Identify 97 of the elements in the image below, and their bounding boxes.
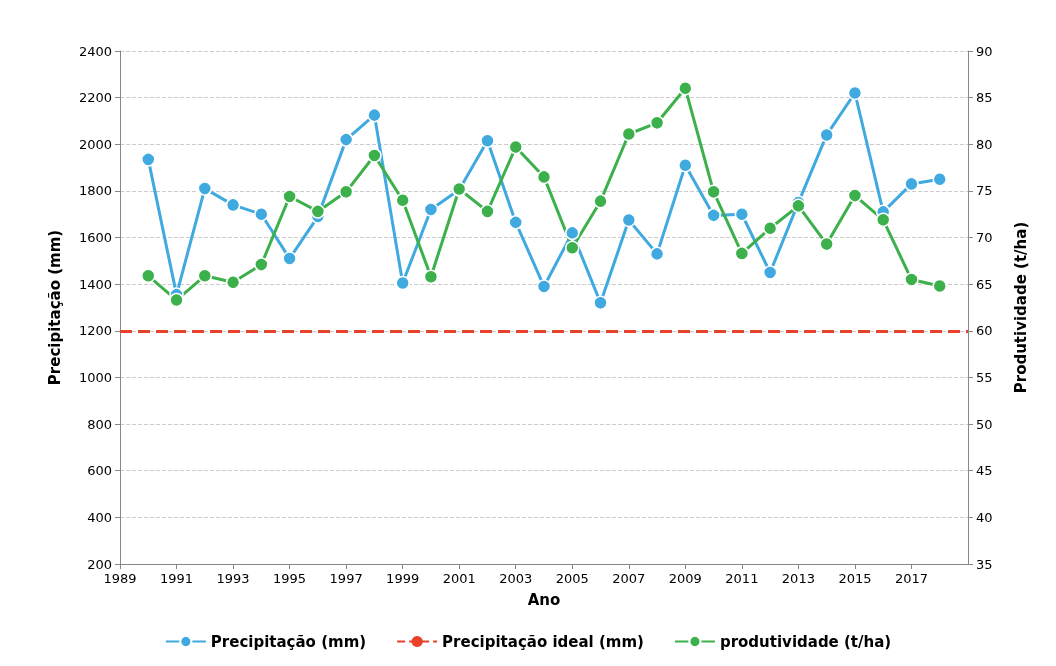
y2-tick-label: 60: [976, 323, 993, 339]
x-tick-label: 1995: [273, 571, 307, 586]
point: [904, 176, 919, 192]
point: [621, 212, 637, 228]
x-tick-label: 2015: [838, 571, 872, 586]
point: [254, 206, 269, 222]
point: [762, 265, 778, 280]
y-tick-label: 2400: [78, 43, 112, 59]
y-tick-label: 800: [87, 416, 112, 432]
y2-tick-label: 50: [976, 416, 993, 432]
point: [706, 208, 721, 223]
x-tick-label: 2007: [612, 571, 646, 586]
y2-tick-label: 80: [976, 136, 993, 152]
y2-tick-label: 70: [976, 230, 993, 246]
point: [791, 198, 806, 214]
point: [225, 275, 241, 290]
y-axis-title: Precipitação (mm): [45, 229, 64, 386]
point: [480, 133, 495, 149]
point: [932, 278, 947, 294]
x-tick-label: 2003: [499, 571, 533, 586]
x-tick-label: 2013: [781, 571, 815, 586]
y-tick-label: 200: [87, 556, 112, 572]
point: [649, 115, 665, 131]
x-tick-label: 1993: [216, 571, 250, 586]
point: [932, 172, 947, 187]
point: [282, 189, 297, 204]
x-tick-label: 1991: [159, 571, 194, 586]
point: [508, 139, 523, 155]
x-tick-label: 2017: [894, 571, 929, 586]
y2-tick-label: 35: [976, 556, 993, 572]
point: [678, 81, 693, 96]
point: [395, 192, 410, 208]
y2-axis-title: Produtividade (t/ha): [1011, 221, 1030, 394]
point: [197, 181, 213, 196]
point: [197, 268, 213, 284]
point: [593, 193, 608, 209]
point: [338, 132, 354, 147]
y2-tick-label: 75: [976, 183, 993, 199]
point: [904, 272, 919, 287]
point: [621, 126, 637, 142]
point: [762, 220, 778, 236]
legend-label: Precipitação ideal (mm): [442, 632, 644, 651]
point: [423, 202, 439, 217]
point: [734, 246, 750, 261]
y2-tick-label: 90: [976, 43, 993, 59]
y-tick-label: 600: [87, 463, 112, 479]
point: [367, 148, 382, 163]
point: [225, 197, 241, 213]
x-tick-label: 2005: [555, 571, 589, 586]
point: [847, 85, 863, 101]
legend-label: produtividade (t/ha): [719, 632, 892, 651]
point: [338, 184, 354, 200]
point: [593, 295, 608, 311]
point: [423, 269, 439, 284]
x-tick-label: 1997: [329, 571, 363, 586]
point: [282, 251, 297, 266]
y-tick-label: 1400: [78, 276, 112, 292]
point: [508, 215, 523, 230]
point: [254, 257, 269, 272]
x-tick-label: 1999: [386, 571, 420, 586]
point: [141, 268, 156, 284]
x-axis-title: Ano: [527, 590, 561, 609]
x-tick-label: 1989: [103, 571, 137, 586]
point: [395, 275, 410, 291]
point: [565, 225, 580, 241]
point: [734, 206, 750, 222]
y2-tick-label: 65: [976, 276, 993, 292]
y-tick-label: 2200: [78, 90, 112, 106]
x-tick-label: 2011: [725, 571, 759, 586]
point: [649, 246, 665, 262]
x-tick-label: 2001: [442, 571, 476, 586]
point: [536, 279, 552, 294]
point: [141, 152, 156, 167]
y-tick-label: 1000: [78, 369, 112, 385]
point: [819, 236, 834, 252]
point: [565, 240, 580, 256]
y-tick-label: 1600: [78, 230, 112, 246]
y2-tick-label: 85: [976, 90, 993, 106]
point: [678, 158, 693, 173]
y-tick-label: 1800: [78, 183, 112, 199]
y2-tick-label: 45: [976, 463, 993, 479]
point: [875, 212, 891, 228]
y2-tick-label: 40: [976, 509, 993, 525]
legend-label: Precipitação (mm): [210, 632, 367, 651]
point: [480, 204, 495, 219]
x-tick-label: 2009: [668, 571, 702, 586]
point: [706, 184, 721, 200]
point: [310, 204, 326, 219]
point: [819, 127, 834, 143]
point: [169, 292, 184, 308]
point: [847, 188, 863, 203]
point: [367, 107, 382, 123]
y-tick-label: 400: [87, 509, 112, 525]
y-tick-label: 1200: [78, 323, 112, 339]
point: [536, 169, 552, 185]
y-tick-label: 2000: [78, 136, 112, 152]
y2-tick-label: 55: [976, 369, 993, 385]
